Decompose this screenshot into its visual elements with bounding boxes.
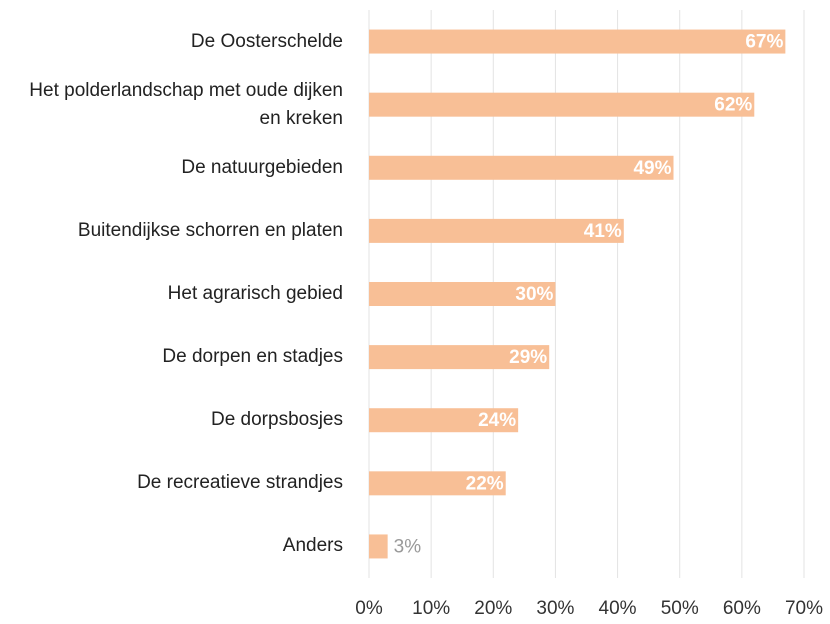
- bar: [369, 471, 506, 496]
- category-label: De recreatieve strandjes: [137, 472, 343, 494]
- value-label: 3%: [394, 536, 422, 557]
- bar: [369, 534, 388, 559]
- value-label: 30%: [515, 284, 553, 305]
- category-label: Anders: [282, 535, 343, 557]
- bar: [369, 29, 786, 54]
- x-tick-label: 60%: [723, 598, 761, 619]
- value-label: 62%: [714, 95, 752, 116]
- category-label: De natuurgebieden: [181, 156, 343, 178]
- x-tick-label: 0%: [355, 598, 383, 619]
- bar: [369, 282, 556, 306]
- x-tick-label: 50%: [661, 598, 699, 619]
- bar: [369, 218, 624, 243]
- bar: [369, 408, 519, 433]
- x-tick-label: 20%: [474, 598, 512, 619]
- value-label: 22%: [466, 473, 504, 494]
- value-label: 29%: [509, 347, 547, 368]
- x-tick-label: 30%: [536, 598, 574, 619]
- value-label: 24%: [478, 410, 516, 431]
- category-label: De dorpen en stadjes: [162, 346, 343, 368]
- value-label: 67%: [745, 32, 783, 53]
- bar: [369, 92, 755, 117]
- bar: [369, 345, 550, 370]
- x-tick-label: 10%: [412, 598, 450, 619]
- category-label: Het polderlandschap met oude dijken en k…: [29, 79, 343, 129]
- value-label: 49%: [633, 158, 671, 179]
- category-label: De Oosterschelde: [190, 30, 343, 52]
- bar: [369, 155, 674, 180]
- x-tick-label: 70%: [785, 598, 823, 619]
- category-label: De dorpsbosjes: [210, 409, 343, 431]
- x-tick-label: 40%: [599, 598, 637, 619]
- category-label: Buitendijkse schorren en platen: [77, 219, 343, 241]
- category-label: Het agrarisch gebied: [167, 283, 343, 304]
- value-label: 41%: [584, 221, 622, 242]
